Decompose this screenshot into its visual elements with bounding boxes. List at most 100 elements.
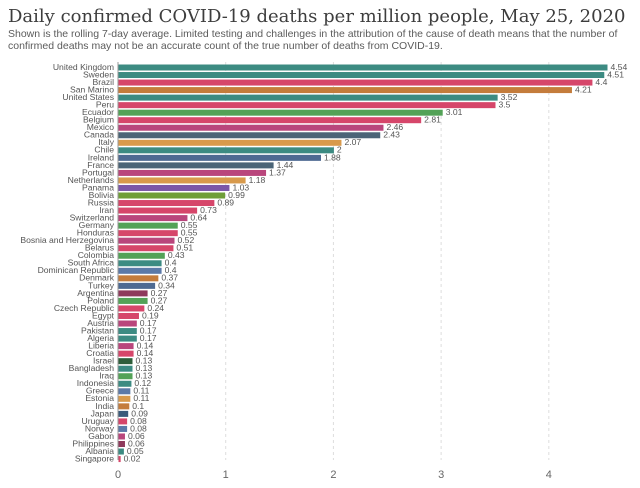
category-label: Switzerland	[70, 213, 115, 223]
value-label: 0.13	[136, 363, 153, 373]
category-label: Liberia	[88, 341, 114, 351]
bar	[118, 87, 572, 94]
bar	[118, 343, 134, 350]
category-label: Russia	[88, 197, 114, 207]
category-label: Czech Republic	[54, 303, 115, 313]
bar	[118, 102, 496, 109]
bar	[118, 117, 422, 124]
category-label: Ireland	[88, 152, 114, 162]
bar	[118, 139, 342, 146]
bar	[118, 64, 608, 71]
value-label: 0.13	[136, 356, 153, 366]
value-label: 0.11	[133, 393, 149, 403]
category-label: Brazil	[93, 77, 115, 87]
bar	[118, 275, 159, 282]
bar	[118, 425, 128, 432]
value-label: 0.09	[131, 408, 148, 418]
category-label: Singapore	[75, 453, 114, 463]
value-label: 0.4	[165, 258, 177, 268]
bar	[118, 192, 226, 199]
category-label: Italy	[98, 137, 114, 147]
value-label: 0.51	[176, 243, 193, 253]
value-label: 0.43	[168, 250, 185, 260]
category-label: Philippines	[72, 438, 114, 448]
value-label: 1.37	[269, 167, 286, 177]
value-label: 0.27	[151, 295, 168, 305]
category-label: France	[87, 160, 114, 170]
value-label: 0.08	[130, 423, 147, 433]
value-label: 0.73	[200, 205, 217, 215]
x-tick-label: 4	[546, 469, 552, 481]
category-label: Mexico	[87, 122, 114, 132]
category-label: Iran	[99, 205, 114, 215]
bar	[118, 305, 145, 312]
value-label: 0.24	[147, 303, 164, 313]
value-label: 2.07	[344, 137, 361, 147]
value-label: 4.54	[611, 62, 628, 72]
x-tick-label: 2	[330, 469, 336, 481]
bar	[118, 200, 215, 207]
category-label: United Kingdom	[53, 62, 114, 72]
category-label: Bosnia and Herzegovina	[20, 235, 114, 245]
bar	[118, 320, 137, 327]
category-label: Peru	[96, 100, 114, 110]
category-label: Albania	[85, 446, 114, 456]
bar	[118, 207, 198, 214]
category-label: Netherlands	[68, 175, 114, 185]
chart-title: Daily confirmed COVID-19 deaths per mill…	[8, 6, 626, 27]
category-label: Gabon	[88, 431, 114, 441]
value-label: 0.19	[142, 310, 159, 320]
x-tick-label: 1	[223, 469, 229, 481]
value-label: 0.37	[161, 273, 178, 283]
category-label: Colombia	[78, 250, 115, 260]
category-label: Norway	[85, 423, 115, 433]
category-label: Greece	[86, 386, 114, 396]
value-label: 0.14	[137, 341, 154, 351]
bar	[118, 297, 148, 304]
bar	[118, 403, 130, 410]
value-label: 4.51	[607, 69, 624, 79]
bar	[118, 380, 132, 387]
value-label: 0.08	[130, 416, 147, 426]
value-label: 0.11	[133, 386, 149, 396]
bar	[118, 72, 605, 79]
bar	[118, 395, 131, 402]
bar	[118, 433, 125, 440]
value-label: 1.44	[277, 160, 294, 170]
bar	[118, 245, 174, 252]
category-label: Belgium	[83, 115, 114, 125]
category-label: Portugal	[82, 167, 114, 177]
value-label: 0.52	[178, 235, 195, 245]
bar	[118, 312, 139, 319]
value-label: 0.02	[124, 453, 141, 463]
value-label: 4.4	[595, 77, 607, 87]
bar	[118, 373, 133, 380]
category-label: Belarus	[85, 243, 114, 253]
category-label: Dominican Republic	[38, 265, 115, 275]
value-label: 0.17	[140, 325, 157, 335]
category-label: Estonia	[85, 393, 114, 403]
value-label: 0.17	[140, 333, 157, 343]
value-label: 2	[337, 145, 342, 155]
value-label: 0.17	[140, 318, 157, 328]
bar	[118, 184, 230, 191]
value-label: 0.06	[128, 438, 145, 448]
value-label: 0.89	[217, 197, 234, 207]
bar	[118, 79, 593, 86]
bar	[118, 94, 498, 101]
value-label: 0.4	[165, 265, 177, 275]
category-label: Honduras	[77, 228, 114, 238]
bar	[118, 290, 148, 297]
bar	[118, 388, 131, 395]
value-label: 4.21	[575, 84, 592, 94]
value-label: 0.99	[228, 190, 245, 200]
category-label: United States	[62, 92, 114, 102]
x-tick-label: 3	[438, 469, 444, 481]
category-label: South Africa	[68, 258, 115, 268]
bar	[118, 147, 334, 154]
category-label: Algeria	[87, 333, 114, 343]
category-label: Indonesia	[77, 378, 114, 388]
bar	[118, 358, 133, 365]
category-label: Egypt	[92, 310, 115, 320]
